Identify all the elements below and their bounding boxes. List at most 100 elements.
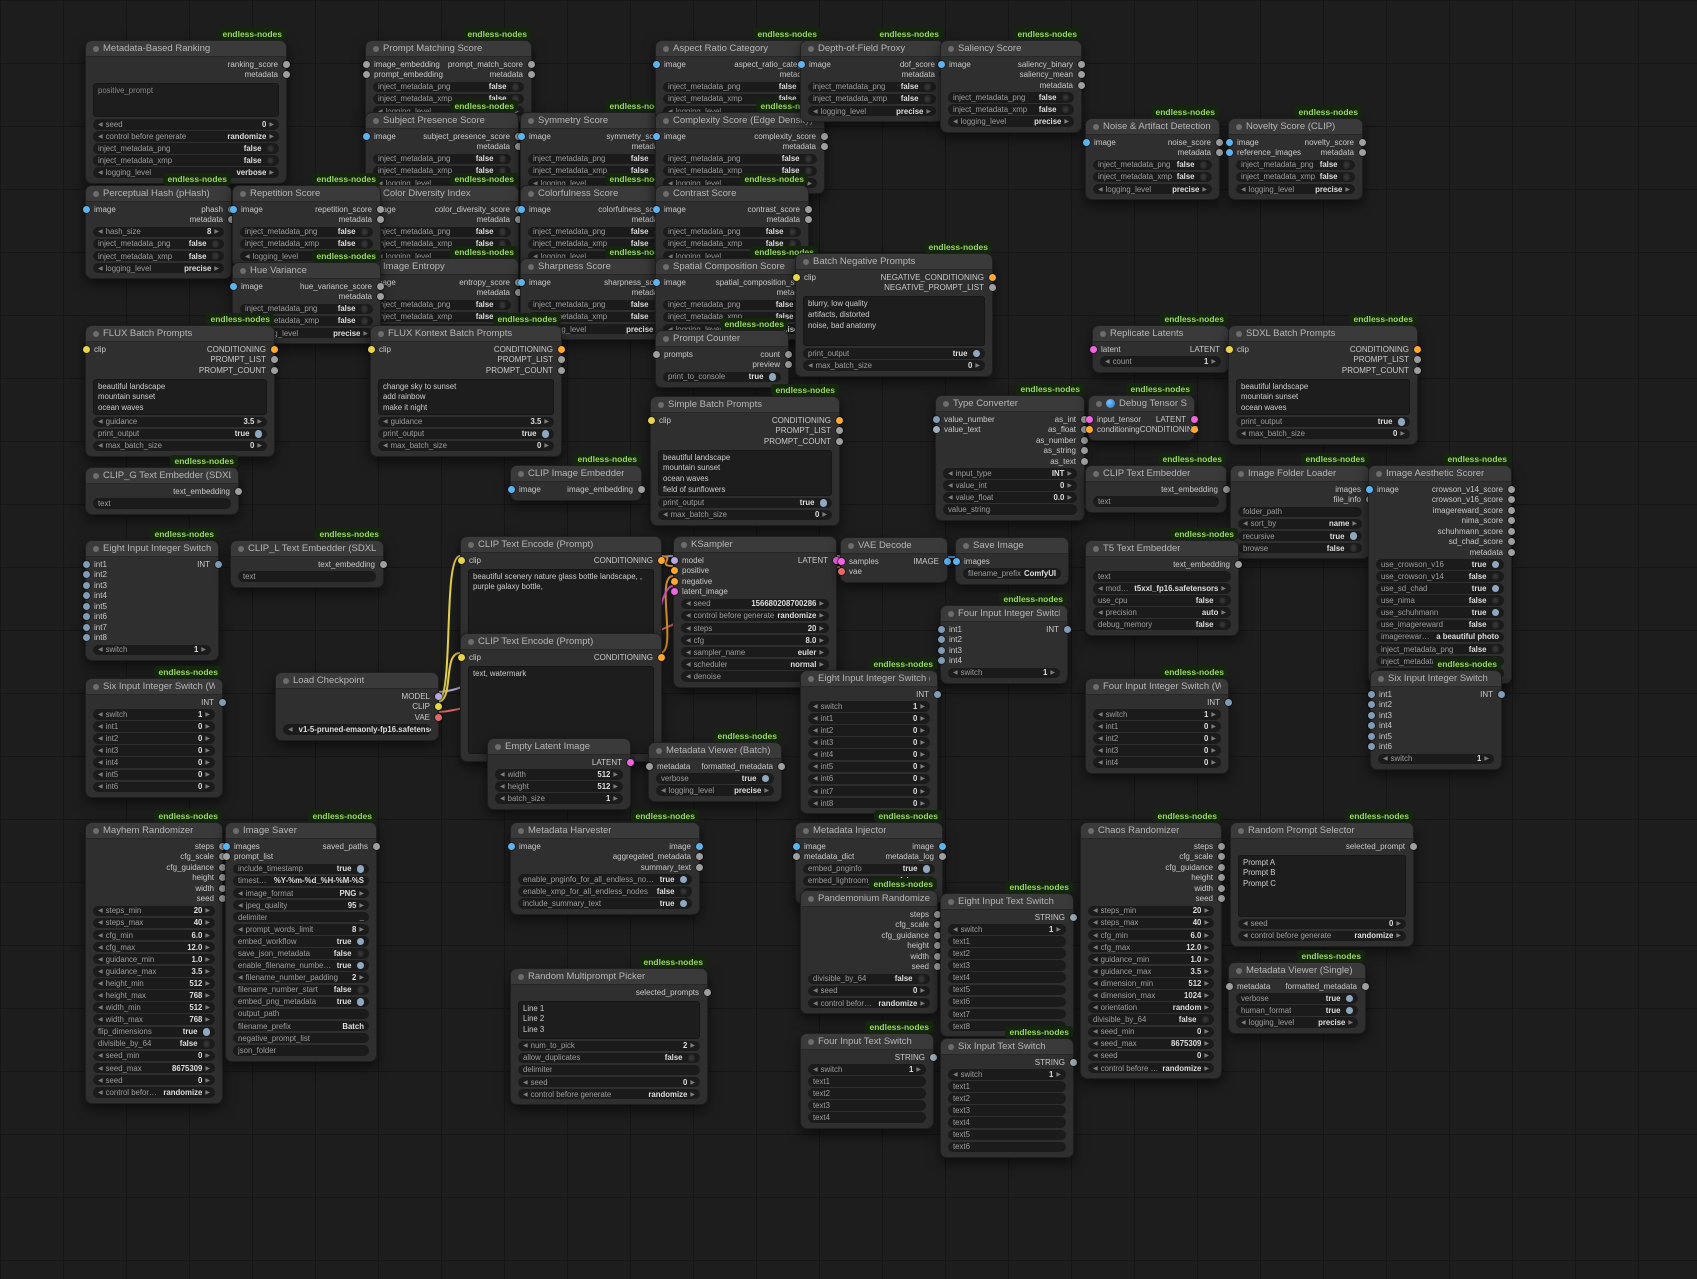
node-clip-image-embedder[interactable]: endless-nodes CLIP Image Embedder image ima… — [507, 453, 645, 501]
widget-print-output[interactable]: print_output true — [1236, 416, 1410, 427]
collapse-dot[interactable] — [373, 117, 379, 124]
input-port-int6[interactable] — [82, 613, 90, 620]
collapse-dot[interactable] — [1236, 123, 1242, 130]
widget-int3[interactable]: ◀ int3 0 ▶ — [808, 737, 930, 748]
widget-embed-workflow[interactable]: embed_workflow true — [233, 936, 369, 947]
node-header[interactable]: Four Input Integer Switch (Widget) — [1086, 679, 1228, 695]
collapse-dot[interactable] — [663, 117, 669, 124]
node-header[interactable]: Hue Variance — [233, 263, 380, 279]
node-metadata-based-ranking[interactable]: endless-nodes Metadata-Based Ranking ranki… — [85, 28, 290, 184]
output-port-prompt-match-score[interactable] — [527, 60, 535, 68]
node-header[interactable]: KSampler — [674, 537, 836, 553]
node-header[interactable]: Eight Input Integer Switch — [86, 541, 218, 557]
widget-text3[interactable]: text3 — [948, 1105, 1066, 1116]
node-header[interactable]: Repetition Score — [233, 186, 380, 202]
collapse-dot[interactable] — [1093, 470, 1099, 477]
toggle-off[interactable] — [202, 1040, 210, 1048]
widget-sampler-name[interactable]: ◀ sampler_name euler ▶ — [681, 646, 829, 658]
toggle-off[interactable] — [1218, 596, 1226, 605]
collapse-dot[interactable] — [283, 677, 289, 684]
widget-include-summary-text[interactable]: include_summary_text true — [518, 898, 692, 909]
widget-c[interactable]: ◀c ..v1-5-pruned-emaonly-fp16.safetensor… — [283, 724, 431, 735]
node-saliency-score[interactable]: endless-nodes Saliency Score image saliency… — [937, 28, 1085, 133]
collapse-dot[interactable] — [663, 45, 669, 52]
node-header[interactable]: Debug Tensor Shape — [1089, 396, 1194, 412]
node-header[interactable]: Noise & Artifact Detection — [1086, 119, 1219, 135]
widget-inject-metadata-png[interactable]: inject_metadata_png false — [528, 153, 666, 165]
widget-switch[interactable]: ◀ switch 1 ▶ — [948, 667, 1060, 679]
widget-seed[interactable]: ◀ seed 156680208700286 ▶ — [681, 598, 829, 610]
output-port-conditioning[interactable] — [557, 345, 565, 353]
input-port-image[interactable] — [517, 132, 525, 140]
toggle-on[interactable] — [1491, 560, 1499, 569]
widget-text6[interactable]: text6 — [948, 996, 1066, 1008]
widget-enable-pnginfo-for-all-endless-nodes[interactable]: enable_pnginfo_for_all_endless_nodes true — [518, 874, 692, 885]
node-chaos-randomizer[interactable]: endless-nodes Chaos Randomizer steps cfg_sc… — [1080, 810, 1225, 1080]
output-port-conditioning[interactable] — [657, 556, 665, 564]
node-header[interactable]: Novelty Score (CLIP) — [1229, 119, 1362, 135]
toggle-on[interactable] — [679, 875, 687, 884]
node-t5-text-embedder[interactable]: endless-nodes T5 Text Embedder text_embedd… — [1085, 528, 1242, 636]
toggle-on[interactable] — [972, 349, 980, 357]
widget-inject-metadata-png[interactable]: inject_metadata_png false — [373, 153, 511, 165]
prompt-textarea[interactable]: positive_prompt — [93, 83, 279, 117]
widget-int3[interactable]: ◀ int3 0 ▶ — [1093, 745, 1221, 756]
collapse-dot[interactable] — [93, 190, 99, 197]
widget-delimiter[interactable]: delimiter — [518, 1064, 700, 1076]
output-port-text-embedding[interactable] — [1222, 485, 1230, 493]
toggle-on[interactable] — [819, 499, 827, 507]
toggle-on[interactable] — [679, 899, 687, 908]
widget-guidance-min[interactable]: ◀ guidance_min 1.0 ▶ — [93, 953, 215, 965]
node-clip-text-encode-prompt[interactable]: CLIP Text Encode (Prompt) clip CONDITIONIN… — [457, 536, 665, 649]
node-vae-decode[interactable]: VAE Decode samples IMAGE vae — [837, 537, 951, 583]
prompt-textarea[interactable]: beautiful landscape mountain sunset ocea… — [93, 378, 267, 415]
output-port-width[interactable] — [1217, 884, 1225, 892]
toggle-off[interactable] — [498, 240, 506, 248]
output-port-metadata[interactable] — [1507, 548, 1515, 556]
toggle-on[interactable] — [356, 865, 364, 873]
collapse-dot[interactable] — [93, 545, 99, 552]
output-port-prompt-list[interactable] — [835, 427, 843, 434]
toggle-off[interactable] — [266, 156, 274, 165]
collapse-dot[interactable] — [808, 895, 814, 902]
widget-steps-min[interactable]: ◀ steps_min 20 ▶ — [1088, 905, 1214, 917]
input-port-reference-images[interactable] — [1225, 149, 1233, 156]
input-port-latent-image[interactable] — [670, 588, 678, 595]
widget-print-output[interactable]: print_output true — [93, 428, 267, 440]
node-header[interactable]: Mayhem Randomizer — [86, 823, 222, 839]
input-port-images[interactable] — [952, 557, 960, 565]
output-port-crowson-v16-score[interactable] — [1507, 496, 1515, 503]
output-port-steps[interactable] — [218, 842, 226, 850]
node-six-input-text-switch[interactable]: endless-nodes Six Input Text Switch STRING… — [940, 1026, 1077, 1159]
node-header[interactable]: Six Input Integer Switch (Widget) — [86, 679, 222, 695]
widget-int5[interactable]: ◀ int5 0 ▶ — [808, 761, 930, 773]
widget-max-batch-size[interactable]: ◀ max_batch_size 0 ▶ — [803, 360, 985, 371]
widget-folder-path[interactable]: folder_path — [1238, 506, 1362, 518]
output-port-int[interactable] — [1497, 690, 1505, 698]
node-header[interactable]: Metadata Harvester — [511, 823, 699, 839]
toggle-off[interactable] — [917, 975, 925, 983]
input-port-image[interactable] — [652, 132, 660, 140]
widget-int2[interactable]: ◀ int2 0 ▶ — [93, 733, 215, 744]
toggle-off[interactable] — [923, 95, 931, 103]
prompt-textarea[interactable]: beautiful landscape mountain sunset ocea… — [1236, 378, 1410, 415]
widget-use-cpu[interactable]: use_cpu false — [1093, 595, 1231, 606]
widget-control-before-genera[interactable]: ◀control before genera...randomize▶ — [808, 997, 930, 1009]
collapse-dot[interactable] — [948, 898, 954, 905]
toggle-on[interactable] — [356, 998, 364, 1006]
output-port-sd-chad-score[interactable] — [1507, 538, 1515, 545]
node-clip-g-text-embedder-sdxl[interactable]: endless-nodes CLIP_G Text Embedder (SDXL)… — [85, 455, 242, 515]
output-port-crowson-v14-score[interactable] — [1507, 485, 1515, 493]
node-header[interactable]: Spatial Composition Score — [656, 259, 818, 275]
toggle-off[interactable] — [498, 167, 506, 175]
widget-inject-metadata-png[interactable]: inject_metadata_png false — [373, 226, 511, 238]
widget-int4[interactable]: ◀ int4 0 ▶ — [1093, 757, 1221, 768]
widget-print-output[interactable]: print_output true — [803, 348, 985, 359]
output-port-negative-conditioning[interactable] — [988, 273, 996, 281]
widget-text4[interactable]: text4 — [948, 1117, 1066, 1128]
widget-output-path[interactable]: output_path — [233, 1008, 369, 1020]
